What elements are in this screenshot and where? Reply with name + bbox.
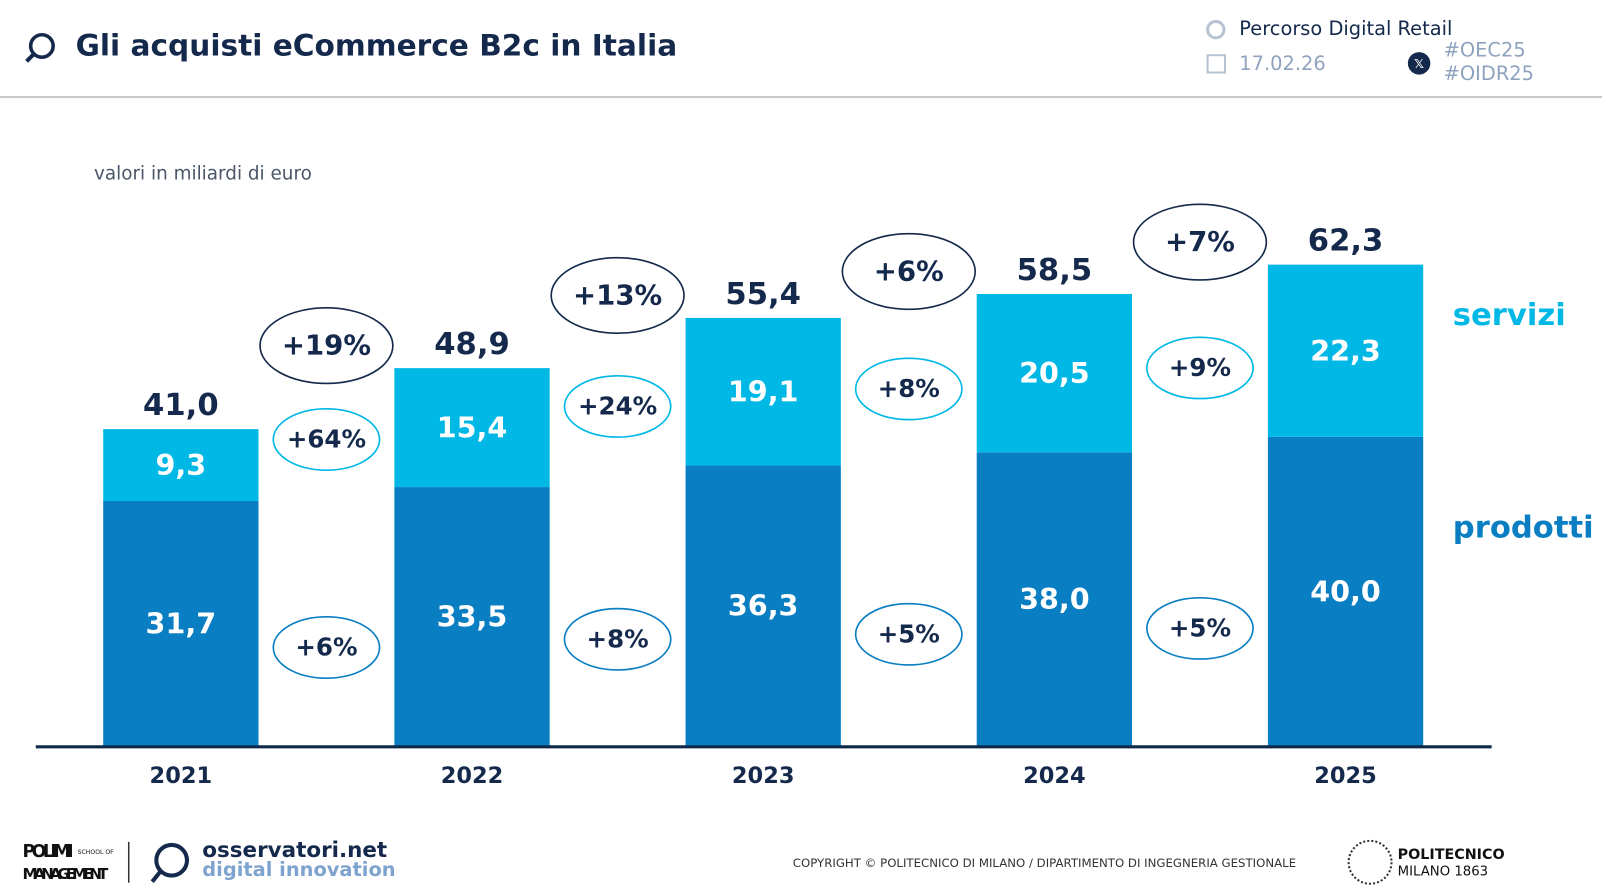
polimi-logo: SCHOOL OF (78, 849, 115, 856)
growth-label: +8% (587, 624, 649, 653)
growth-label: +5% (878, 619, 940, 648)
growth-bubble (854, 357, 963, 421)
bar-segment (1267, 436, 1424, 746)
bar-segment (103, 429, 259, 501)
growth-label: +24% (578, 391, 657, 420)
growth-label: +64% (287, 425, 366, 454)
value-label: 36,3 (728, 589, 799, 623)
growth-bubble (563, 607, 672, 671)
bar-segment (1267, 264, 1424, 437)
x-tick-label: 2021 (150, 763, 213, 789)
legend-label: prodotti (1453, 511, 1594, 546)
polimi-logo: POLIMI (22, 842, 73, 862)
growth-label: +6% (874, 255, 944, 288)
value-label: 22,3 (1310, 334, 1381, 368)
path-label: Percorso Digital Retail (1239, 17, 1452, 40)
x-icon: 𝕏 (1414, 57, 1424, 71)
logo-icon (28, 32, 55, 60)
value-label: 9,3 (156, 448, 207, 482)
subtitle: valori in miliardi di euro (94, 164, 312, 185)
value-label: 19,1 (728, 375, 799, 409)
value-label: 38,0 (1019, 582, 1090, 616)
x-tick-label: 2025 (1314, 763, 1377, 789)
growth-bubble (1132, 203, 1268, 281)
bar-segment (685, 465, 841, 746)
total-label: 55,4 (725, 277, 801, 312)
growth-label: +19% (282, 329, 371, 362)
date: 17.02.26 (1239, 52, 1325, 75)
growth-bubble (1146, 336, 1254, 400)
growth-bubble (1146, 596, 1254, 660)
bar-segment (976, 452, 1133, 746)
osservatori-logo: osservatori.net (202, 838, 387, 863)
politecnico-logo: MILANO 1863 (1398, 864, 1488, 879)
growth-bubble (550, 256, 685, 335)
total-label: 58,5 (1017, 253, 1093, 288)
osservatori-logo: digital innovation (202, 858, 395, 881)
x-icon (1407, 52, 1431, 75)
bar-segment (394, 368, 550, 488)
x-tick-label: 2024 (1023, 763, 1086, 789)
bar-segment (103, 500, 259, 746)
growth-label: +13% (573, 278, 662, 311)
bar-segment (394, 487, 550, 746)
growth-label: +8% (878, 374, 940, 403)
total-label: 62,3 (1308, 224, 1384, 259)
logo-icon (25, 52, 36, 63)
footer: POLIMI SCHOOL OF MANAGEMENT osservatori.… (22, 838, 1505, 885)
path-icon (1206, 19, 1226, 40)
hashtag: #OIDR25 (1444, 62, 1534, 85)
growth-label: +6% (295, 633, 357, 662)
growth-label: +9% (1169, 353, 1231, 382)
growth-bubble (259, 307, 394, 385)
header: Gli acquisti eCommerce B2c in Italia Per… (0, 17, 1602, 99)
value-label: 20,5 (1019, 356, 1090, 390)
x-tick-label: 2022 (441, 763, 504, 789)
growth-bubble (841, 232, 977, 311)
growth-label: +5% (1169, 613, 1231, 642)
copyright: COPYRIGHT © POLITECNICO DI MILANO / DIPA… (793, 856, 1296, 870)
total-label: 41,0 (143, 388, 219, 423)
total-label: 48,9 (434, 327, 510, 362)
growth-bubble (272, 616, 381, 679)
hashtag: #OEC25 (1444, 39, 1526, 62)
bar-segment (685, 317, 841, 466)
value-label: 31,7 (146, 606, 217, 640)
politecnico-seal (1347, 839, 1393, 885)
value-label: 15,4 (437, 411, 508, 445)
growth-label: +7% (1165, 225, 1235, 258)
calendar-icon (1206, 54, 1227, 74)
value-label: 33,5 (437, 599, 508, 633)
bar-segment (976, 293, 1133, 453)
title: Gli acquisti eCommerce B2c in Italia (76, 28, 678, 62)
growth-bubble (854, 602, 963, 666)
osservatori-icon (150, 870, 163, 883)
politecnico-logo: POLITECNICO (1398, 847, 1505, 863)
growth-bubble (563, 374, 672, 438)
osservatori-icon (154, 842, 190, 878)
growth-bubble (272, 408, 381, 471)
legend-label: servizi (1453, 298, 1566, 333)
polimi-logo: MANAGEMENT (22, 865, 108, 883)
x-tick-label: 2023 (732, 763, 795, 789)
plot: 31,7 9,3 41,0 2021 33,5 15,4 48,9 2022 36,3 19,1 5… (35, 203, 1594, 789)
value-label: 40,0 (1310, 574, 1381, 608)
